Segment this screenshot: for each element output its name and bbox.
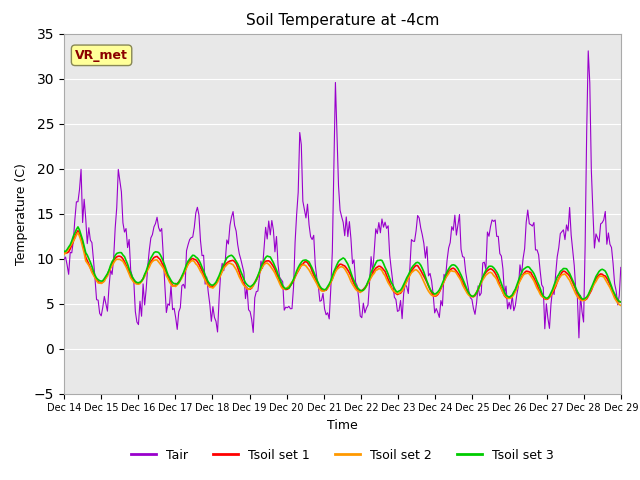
Legend: Tair, Tsoil set 1, Tsoil set 2, Tsoil set 3: Tair, Tsoil set 1, Tsoil set 2, Tsoil se… <box>126 444 559 467</box>
Y-axis label: Temperature (C): Temperature (C) <box>15 163 28 264</box>
Text: VR_met: VR_met <box>75 49 128 62</box>
X-axis label: Time: Time <box>327 419 358 432</box>
Title: Soil Temperature at -4cm: Soil Temperature at -4cm <box>246 13 439 28</box>
